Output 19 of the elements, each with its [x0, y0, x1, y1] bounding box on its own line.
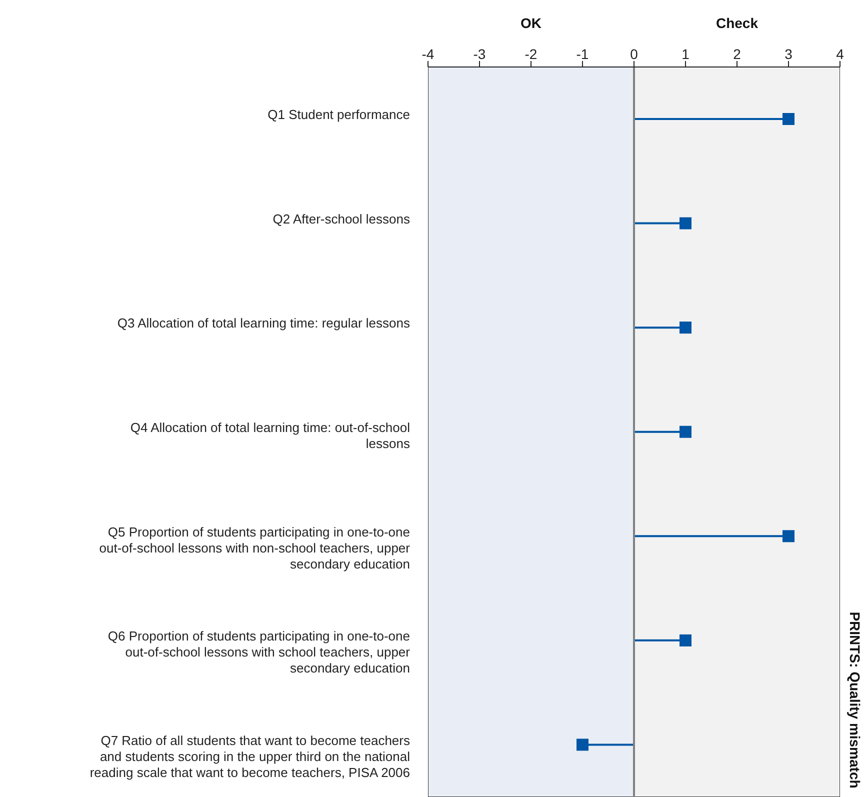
x-tick-label: -3 — [473, 46, 486, 62]
y-tick-label: Q4 Allocation of total learning time: out-of-school lessons — [130, 420, 410, 451]
x-tick-label: 1 — [682, 46, 690, 62]
x-tick-label: 3 — [784, 46, 793, 62]
x-tick-label: 2 — [733, 46, 742, 62]
band-label: OK — [520, 15, 542, 31]
y-tick-label: Q6 Proportion of students participating in one-to-one out-of-school lessons with school teachers, upper secondary education — [108, 628, 411, 676]
x-tick-label: 4 — [836, 46, 844, 62]
y-tick-label: Q5 Proportion of students participating in one-to-one out-of-school lessons with non-school teachers, upper secondary education — [99, 524, 411, 572]
band-label: Check — [716, 15, 758, 31]
y-tick-label: Q2 After-school lessons — [272, 211, 410, 226]
y-tick-label: Q7 Ratio of all students that want to become teachers and students scoring in the upper third on the national reading scale that want to become teachers, PISA 2006 — [90, 732, 410, 780]
y-tick-label: Q3 Allocation of total learning time: regular lessons — [117, 316, 410, 331]
y-tick-label: Q1 Student performance — [268, 107, 410, 122]
x-tick-label: -1 — [576, 46, 589, 62]
x-tick-label: -2 — [524, 46, 538, 62]
y2-axis-title: PRINTS: Quality mismatch — [847, 612, 863, 788]
x-tick-label: -4 — [422, 46, 434, 62]
x-tick-label: 0 — [630, 46, 638, 62]
